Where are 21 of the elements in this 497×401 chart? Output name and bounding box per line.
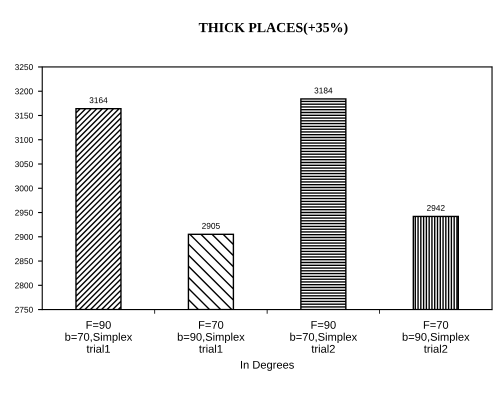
x-tick-label: F=90 b=70,Simplex trial1 — [65, 320, 132, 353]
y-tick-label: 2850 — [15, 258, 33, 264]
data-label: 3184 — [314, 88, 332, 94]
x-tick-label: F=70 b=90,Simplex trial2 — [402, 320, 470, 353]
y-tick-label: 2750 — [15, 306, 33, 313]
y-tick-label: 3050 — [15, 161, 33, 168]
y-tick-label: 3100 — [15, 136, 33, 143]
y-tick-label: 2950 — [15, 210, 33, 216]
data-label: 3164 — [90, 97, 108, 104]
data-label: 2942 — [426, 204, 445, 211]
y-tick-label: 2900 — [15, 234, 33, 240]
y-tick-label: 3150 — [15, 112, 33, 119]
y-tick-label: 3200 — [15, 88, 33, 94]
x-tick-label: F=90 b=70,Simplex trial2 — [290, 320, 358, 353]
data-label: 2905 — [202, 222, 220, 229]
y-tick-label: 3250 — [15, 64, 33, 70]
y-tick-label: 2800 — [15, 282, 33, 288]
chart-title: THICK PLACES(+35%) — [198, 22, 348, 36]
y-tick-label: 3000 — [15, 185, 33, 192]
x-axis-title: In Degrees — [240, 360, 294, 371]
x-tick-label: F=70 b=90,Simplex trial1 — [178, 320, 245, 353]
